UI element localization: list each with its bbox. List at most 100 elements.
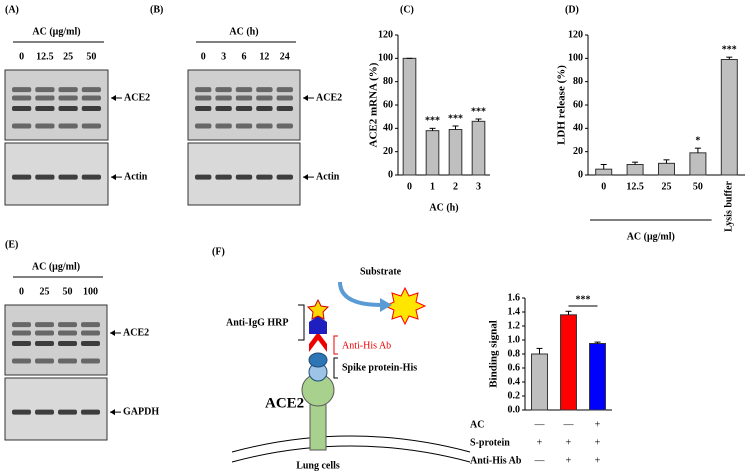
membrane (231, 435, 471, 453)
lane-label: 100 (83, 286, 98, 297)
bar (448, 129, 463, 176)
y-tick-label: 100 (378, 53, 393, 64)
x-tick-label: 1 (430, 181, 435, 192)
band (276, 123, 293, 129)
band (81, 174, 101, 180)
lane-label: 3 (221, 51, 226, 62)
band (12, 330, 31, 336)
band (12, 87, 32, 93)
band (81, 358, 100, 364)
band (58, 358, 77, 364)
band (35, 106, 55, 111)
y-tick-label: 1.0 (508, 334, 521, 345)
x-tick-label: 2 (453, 181, 458, 192)
y-tick-label: 0.2 (508, 390, 521, 401)
lane-label: 0 (201, 51, 206, 62)
band (215, 95, 232, 101)
band (81, 95, 101, 101)
bar (471, 120, 486, 176)
x-tick-label: 50 (693, 181, 703, 192)
blot (4, 142, 109, 206)
lane-label: 25 (40, 286, 50, 297)
band (235, 123, 253, 129)
condition-mark: + (595, 437, 601, 448)
band (12, 322, 31, 328)
membrane (231, 445, 471, 463)
lane-label: 0 (19, 286, 24, 297)
band (58, 409, 77, 415)
diagram-text: Anti-IgG HRP (226, 317, 289, 328)
x-tick-label: 3 (476, 181, 481, 192)
y-axis-label: Binding signal (488, 320, 500, 388)
y-tick-label: 0.6 (508, 362, 521, 373)
diagram-text: Substrate (360, 266, 402, 277)
y-tick-label: 20 (573, 146, 583, 157)
arrow (338, 281, 383, 307)
band-label: ACE2 (124, 92, 150, 103)
band (12, 123, 32, 129)
band (81, 87, 101, 93)
band (58, 174, 78, 180)
band (58, 87, 78, 93)
y-tick-label: 0.4 (508, 376, 521, 387)
anti-his (309, 332, 327, 352)
x-tick-label: Lysis buffer (724, 180, 735, 231)
arrowhead (303, 174, 308, 181)
band (235, 95, 253, 101)
band (81, 330, 100, 336)
star (306, 298, 330, 320)
blot (4, 69, 109, 141)
band (235, 174, 253, 180)
x-tick-label: 12.5 (626, 181, 644, 192)
y-tick-label: 60 (383, 99, 393, 110)
bar (531, 353, 548, 411)
x-tick-label: 0 (601, 181, 606, 192)
blot-header: AC (h) (229, 26, 258, 37)
band (195, 123, 212, 129)
y-tick-label: 40 (383, 123, 393, 134)
y-tick-label: 60 (573, 99, 583, 110)
x-tick-label: 0 (407, 181, 412, 192)
lane-label: 0 (19, 51, 24, 62)
band (235, 87, 253, 93)
band (276, 87, 293, 93)
band (276, 174, 293, 180)
y-tick-label: 40 (573, 123, 583, 134)
band (256, 95, 273, 101)
band (215, 106, 232, 111)
band (235, 106, 253, 111)
blot-header: AC (μg/ml) (32, 26, 80, 37)
bracket (298, 304, 305, 341)
band (35, 87, 55, 93)
band (215, 123, 232, 129)
panel-label: (E) (5, 239, 18, 250)
band (81, 341, 100, 346)
condition-mark: + (566, 455, 572, 466)
band (35, 409, 54, 415)
y-tick-label: 1.4 (508, 306, 521, 317)
band (81, 106, 101, 111)
band (81, 409, 100, 415)
x-tick-label: 25 (662, 181, 672, 192)
band (195, 106, 212, 111)
y-tick-label: 20 (383, 146, 393, 157)
diagram-text: ACE2 (265, 395, 304, 411)
y-tick-label: 120 (378, 29, 393, 40)
band (35, 330, 54, 336)
panel-label: (F) (212, 246, 225, 257)
spike (308, 352, 328, 368)
band (256, 123, 273, 129)
bracket (333, 335, 338, 355)
bar (560, 314, 577, 411)
bar (402, 57, 417, 176)
sun (383, 286, 427, 326)
band (35, 322, 54, 328)
band (81, 322, 100, 328)
lane-label: 24 (280, 51, 290, 62)
diagram-text: Spike protein-His (342, 362, 417, 373)
y-axis-label: LDH release (%) (556, 65, 568, 145)
condition-name: S-protein (470, 437, 510, 448)
bar (689, 152, 707, 176)
y-tick-label: 120 (568, 29, 583, 40)
